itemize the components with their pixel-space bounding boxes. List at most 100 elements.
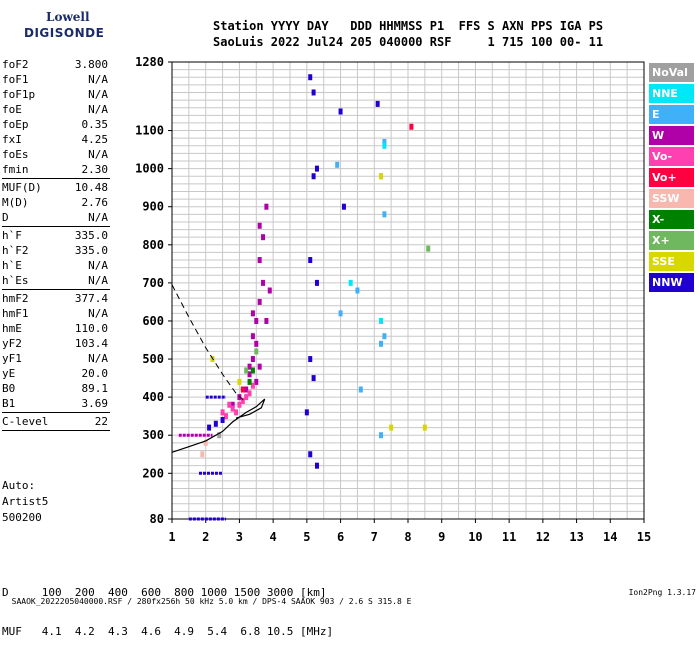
param-name: D — [2, 211, 9, 224]
x-tick-label: 5 — [303, 530, 310, 544]
echo-point-e — [355, 287, 360, 294]
echo-point-nnw — [308, 356, 313, 363]
y-tick-label: 1280 — [135, 55, 164, 69]
echo-point-x- — [247, 378, 252, 385]
muf-value-row: MUF 4.1 4.2 4.3 4.6 4.9 5.4 6.8 10.5 [MH… — [2, 625, 334, 638]
param-value: N/A — [88, 259, 108, 272]
param-row: foF1 N/A — [2, 72, 110, 87]
echo-point-w — [250, 310, 255, 317]
echo-point-x- — [254, 348, 259, 355]
legend-item-sse: SSE — [649, 252, 694, 271]
x-tick-label: 4 — [270, 530, 277, 544]
auto-code: 500200 — [2, 511, 42, 524]
logo-line2: DIGISONDE — [24, 26, 105, 40]
echo-point-w — [250, 333, 255, 340]
legend-item-nne: NNE — [649, 84, 694, 103]
echo-point-vo- — [240, 386, 245, 393]
echo-point-w — [254, 317, 259, 324]
echo-point-sse — [237, 378, 242, 385]
electron-density-profile — [171, 398, 266, 453]
echo-point-nnw — [311, 173, 316, 180]
param-value: 3.69 — [81, 397, 109, 410]
param-value: 103.4 — [74, 337, 108, 350]
param-name: foEs — [2, 148, 29, 161]
param-separator — [2, 289, 110, 290]
x-tick-label: 12 — [536, 530, 550, 544]
echo-point-nne — [348, 279, 353, 286]
echo-point-nnw — [375, 100, 380, 107]
echo-point-nnw — [314, 279, 319, 286]
param-value: 2.76 — [81, 196, 109, 209]
echo-point-e — [382, 333, 387, 340]
legend-item-nnw: NNW — [649, 273, 694, 292]
param-row: yE 20.0 — [2, 366, 110, 381]
echo-point-nnw — [341, 203, 346, 210]
param-row: foEp 0.35 — [2, 117, 110, 132]
y-tick-label: 1100 — [135, 124, 164, 138]
echo-point-w — [250, 356, 255, 363]
footer-file-info: SAAOK_2022205040000.RSF / 280fx256h 50 k… — [11, 597, 412, 606]
param-row: foF1p N/A — [2, 87, 110, 102]
param-name: foEp — [2, 118, 29, 131]
auto-label: Auto: — [2, 479, 36, 492]
echo-point-vo- — [237, 401, 242, 408]
param-value: N/A — [88, 148, 108, 161]
legend-item-vo-: Vo+ — [649, 168, 694, 187]
param-name: B1 — [2, 397, 16, 410]
echo-point-ssw — [200, 451, 205, 458]
footer: SAAOK_2022205040000.RSF / 280fx256h 50 k… — [2, 588, 698, 615]
echo-point-e — [338, 310, 343, 317]
echo-point-nnw — [304, 409, 309, 416]
param-name: foF1 — [2, 73, 29, 86]
echo-point-w — [267, 287, 272, 294]
param-separator — [2, 430, 110, 431]
echo-point-vo- — [234, 409, 239, 416]
param-row: B0 89.1 — [2, 381, 110, 396]
param-name: h`E — [2, 259, 22, 272]
param-row: h`Es N/A — [2, 273, 110, 288]
param-row: yF2 103.4 — [2, 336, 110, 351]
param-value: 3.800 — [74, 58, 108, 71]
header-row2: SaoLuis 2022 Jul24 205 040000 RSF 1 715 … — [213, 35, 604, 49]
echo-point-nnw — [314, 165, 319, 172]
param-row: yF1 N/A — [2, 351, 110, 366]
param-value: 89.1 — [81, 382, 109, 395]
y-tick-label: 600 — [142, 314, 164, 328]
y-tick-label: 900 — [142, 200, 164, 214]
echo-point-w — [261, 279, 266, 286]
echo-point-w — [254, 340, 259, 347]
muf-distance-row: D 100 200 400 600 800 1000 1500 3000 [km… — [2, 586, 327, 599]
param-row: hmE 110.0 — [2, 321, 110, 336]
echo-point-w — [257, 298, 262, 305]
param-separator — [2, 178, 110, 179]
param-row: C-level 22 — [2, 414, 110, 429]
y-tick-label: 300 — [142, 428, 164, 442]
echo-point-nnw — [207, 424, 212, 431]
param-value: 377.4 — [74, 292, 108, 305]
echo-point-x- — [244, 367, 249, 374]
echo-point-w — [244, 386, 249, 393]
param-value: 335.0 — [74, 244, 108, 257]
param-name: foF2 — [2, 58, 29, 71]
param-name: h`F — [2, 229, 22, 242]
echo-point-nnw — [338, 108, 343, 115]
echo-point-e — [379, 340, 384, 347]
param-value: 335.0 — [74, 229, 108, 242]
echo-point-x- — [250, 367, 255, 374]
echo-point-e — [358, 386, 363, 393]
echo-point-vo- — [227, 401, 232, 408]
echo-point-nnw — [220, 416, 225, 423]
param-value: 10.48 — [74, 181, 108, 194]
echo-point-vo- — [250, 382, 255, 389]
y-tick-label: 800 — [142, 238, 164, 252]
legend-item-x-: X+ — [649, 231, 694, 250]
param-row: B1 3.69 — [2, 396, 110, 411]
param-name: yE — [2, 367, 16, 380]
x-tick-label: 13 — [569, 530, 583, 544]
param-value: N/A — [88, 352, 108, 365]
echo-point-nne — [379, 317, 384, 324]
y-tick-label: 200 — [142, 466, 164, 480]
logo-line1: Lowell — [46, 10, 90, 24]
echo-point-nne — [382, 142, 387, 149]
y-tick-label: 500 — [142, 352, 164, 366]
